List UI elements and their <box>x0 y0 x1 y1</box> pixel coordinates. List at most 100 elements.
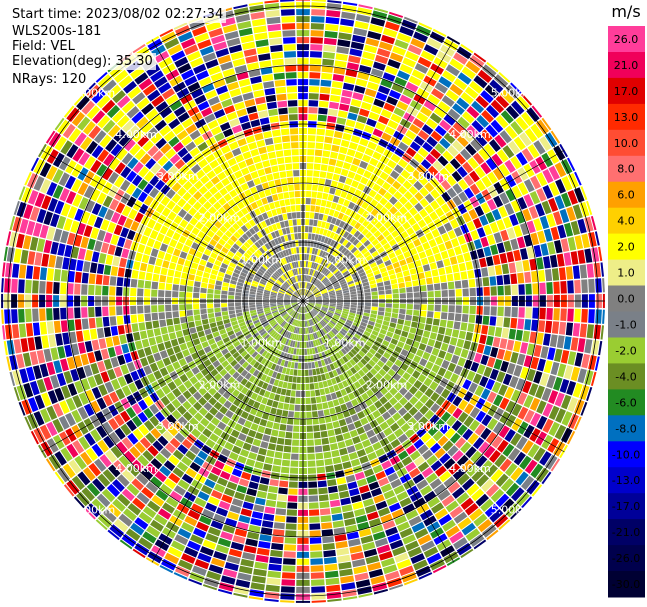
ray-gate <box>370 385 379 394</box>
ray-gate <box>336 322 343 328</box>
ray-gate <box>411 521 425 533</box>
ray-gate <box>258 541 271 549</box>
ray-gate <box>422 449 434 461</box>
ray-gate <box>539 372 550 387</box>
ray-gate <box>103 153 115 167</box>
ray-gate <box>338 175 347 184</box>
ray-gate <box>210 417 220 426</box>
ray-gate <box>208 27 224 38</box>
ray-gate <box>489 316 497 326</box>
ray-gate <box>238 565 253 575</box>
ray-gate <box>586 324 594 339</box>
ray-gate <box>307 453 316 460</box>
ray-gate <box>305 226 309 233</box>
ray-gate <box>111 378 121 391</box>
ray-gate <box>116 441 128 454</box>
ray-gate <box>447 362 457 373</box>
ray-gate <box>323 549 336 558</box>
ray-gate <box>392 180 402 190</box>
ray-gate <box>288 481 298 488</box>
ray-gate <box>448 463 461 475</box>
ray-gate <box>434 172 445 184</box>
ray-gate <box>341 339 348 346</box>
ray-gate <box>137 288 144 297</box>
ray-gate <box>48 334 57 348</box>
ray-gate <box>370 310 378 315</box>
ray-gate <box>489 450 501 463</box>
ray-gate <box>328 385 335 393</box>
ray-gate <box>572 382 583 398</box>
ray-gate <box>221 177 231 187</box>
ray-gate <box>331 513 343 521</box>
ray-gate <box>351 324 358 330</box>
ray-gate <box>29 351 39 366</box>
ray-gate <box>32 280 39 294</box>
ray-gate <box>326 584 341 592</box>
ray-gate <box>194 320 202 327</box>
ray-gate <box>339 146 348 155</box>
ray-gate <box>320 164 328 172</box>
ray-gate <box>322 293 329 297</box>
ray-gate <box>285 523 297 530</box>
ray-gate <box>330 414 338 422</box>
ray-gate <box>293 304 299 309</box>
ray-gate <box>513 340 522 353</box>
ray-gate <box>297 341 300 348</box>
ray-gate <box>333 67 346 75</box>
ray-gate <box>114 345 123 356</box>
ray-gate <box>53 228 63 242</box>
ray-gate <box>311 593 326 600</box>
ray-gate <box>343 302 350 305</box>
ray-gate <box>579 264 588 279</box>
ray-gate <box>598 246 603 262</box>
ray-gate <box>349 545 363 554</box>
ray-gate <box>372 128 384 138</box>
ray-gate <box>469 533 485 547</box>
ray-gate <box>250 474 261 483</box>
ray-gate <box>296 348 300 355</box>
ray-gate <box>602 309 605 324</box>
ray-gate <box>159 465 172 477</box>
ray-gate <box>280 266 286 273</box>
ray-gate <box>399 497 412 508</box>
ray-gate <box>314 445 323 453</box>
ray-gate <box>172 388 182 398</box>
ray-gate <box>451 420 463 432</box>
ray-gate <box>357 182 366 191</box>
ray-gate <box>394 266 402 274</box>
ray-gate <box>142 83 157 96</box>
ray-gate <box>43 348 52 362</box>
ray-gate <box>294 319 298 326</box>
ray-gate <box>319 501 330 509</box>
ray-gate <box>452 103 465 115</box>
ray-gate <box>432 276 440 284</box>
ray-gate <box>240 85 252 94</box>
ray-gate <box>127 464 140 477</box>
ray-gate <box>266 399 274 407</box>
ray-gate <box>425 118 438 130</box>
ray-gate <box>227 81 240 91</box>
ray-gate <box>108 464 121 478</box>
ray-gate <box>387 533 401 543</box>
ray-gate <box>526 246 535 259</box>
ray-gate <box>369 157 379 167</box>
ray-gate <box>366 380 375 389</box>
ray-gate <box>210 489 223 500</box>
ray-gate <box>383 191 393 201</box>
ray-gate <box>554 240 563 254</box>
ray-gate <box>386 496 398 506</box>
ray-gate <box>359 455 369 464</box>
ray-gate <box>235 306 242 310</box>
ray-gate <box>340 575 355 584</box>
ray-gate <box>461 522 476 536</box>
ray-gate <box>419 358 428 367</box>
ray-gate <box>93 373 104 386</box>
ray-gate <box>258 285 265 290</box>
ray-gate <box>363 548 378 558</box>
ray-gate <box>316 249 321 256</box>
ray-gate <box>349 288 357 293</box>
ray-gate <box>171 398 182 409</box>
ray-gate <box>326 10 341 18</box>
ray-gate <box>526 368 536 382</box>
ray-gate <box>322 268 328 274</box>
